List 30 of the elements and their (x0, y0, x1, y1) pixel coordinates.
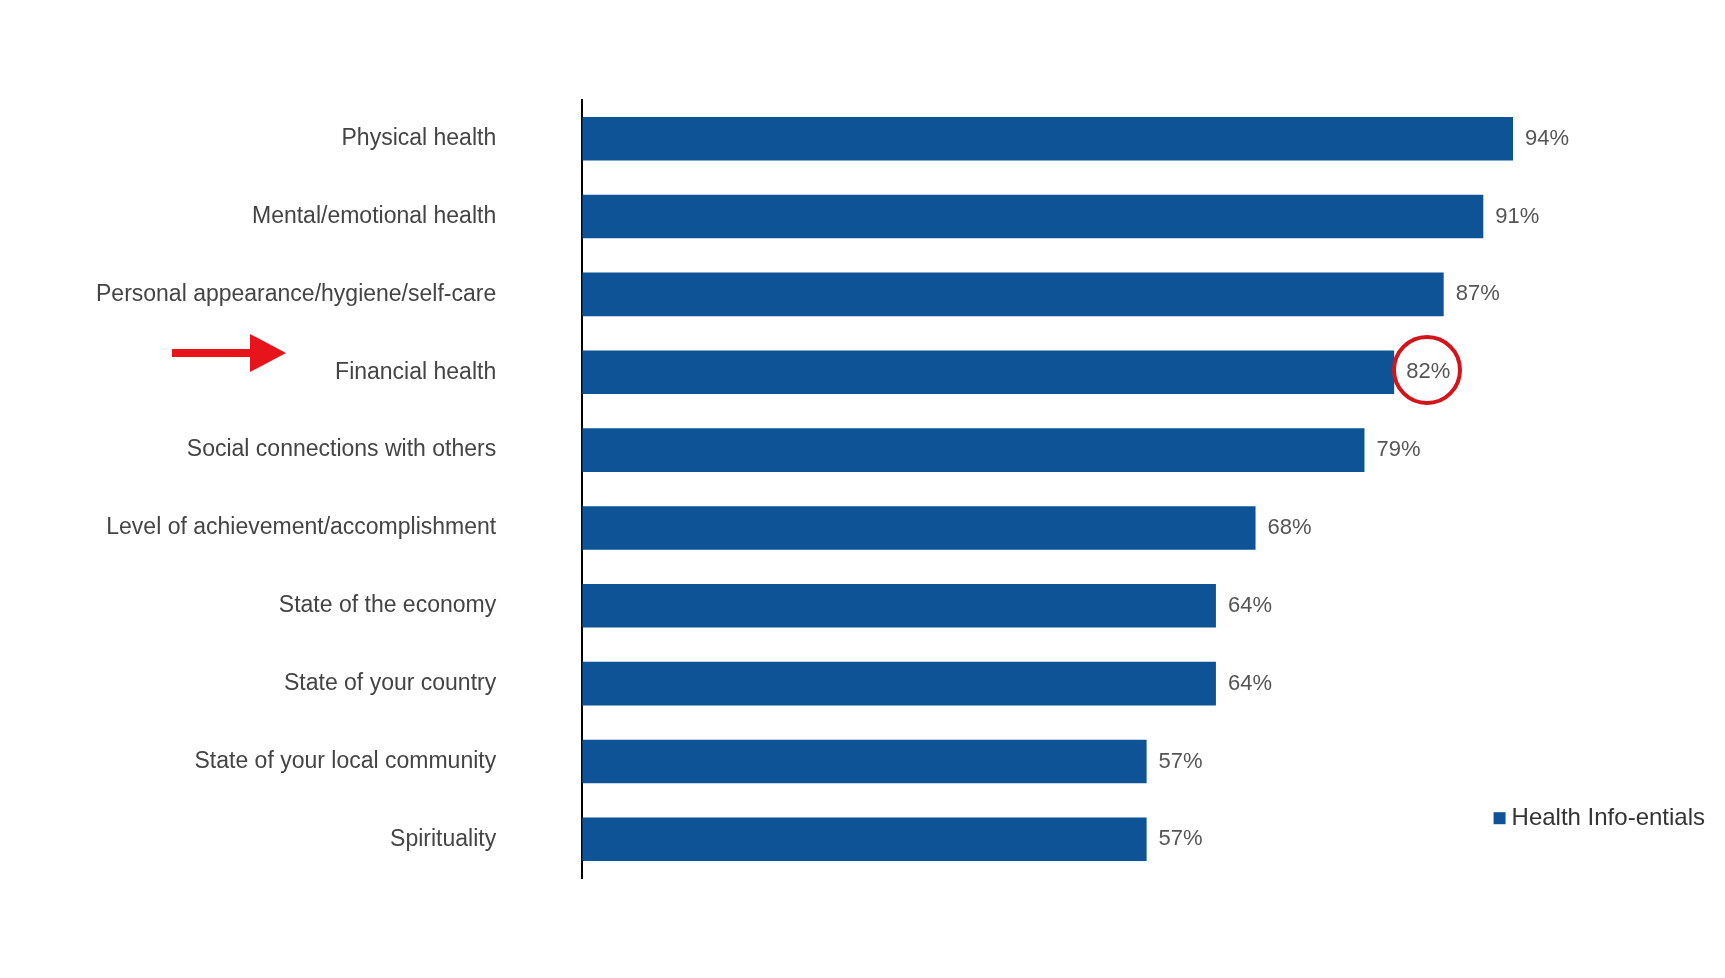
legend-label: Health Info-entials (1511, 802, 1706, 830)
bar (582, 194, 1484, 239)
data-label: 94% (1525, 124, 1570, 150)
data-label: 68% (1267, 513, 1312, 539)
y-tick-label: Physical health (341, 124, 497, 151)
y-tick-label: Financial health (335, 357, 497, 384)
data-label: 82% (1406, 358, 1451, 384)
bar (582, 661, 1216, 706)
y-tick-label: Personal appearance/hygiene/self-care (95, 279, 497, 306)
bar (582, 272, 1444, 317)
data-label: 64% (1227, 669, 1272, 695)
y-tick-label: State of your country (283, 668, 497, 695)
y-tick-label: Level of achievement/accomplishment (106, 513, 497, 540)
y-tick-label: Spirituality (390, 824, 497, 851)
data-label: 87% (1455, 280, 1500, 306)
data-label: 64% (1227, 591, 1272, 617)
data-label: 91% (1495, 202, 1540, 228)
data-label: 57% (1158, 747, 1203, 773)
bar (582, 739, 1147, 784)
y-tick-label: State of your local community (194, 746, 497, 773)
bar (582, 583, 1216, 628)
y-tick-label: Mental/emotional health (251, 201, 497, 228)
y-tick-label: Social connections with others (186, 435, 497, 462)
bar (582, 116, 1513, 161)
data-label: 79% (1376, 436, 1421, 462)
y-tick-label: State of the economy (278, 591, 497, 618)
bar (582, 817, 1147, 862)
bar (582, 428, 1365, 472)
data-label: 57% (1158, 825, 1203, 851)
bar (582, 506, 1256, 550)
